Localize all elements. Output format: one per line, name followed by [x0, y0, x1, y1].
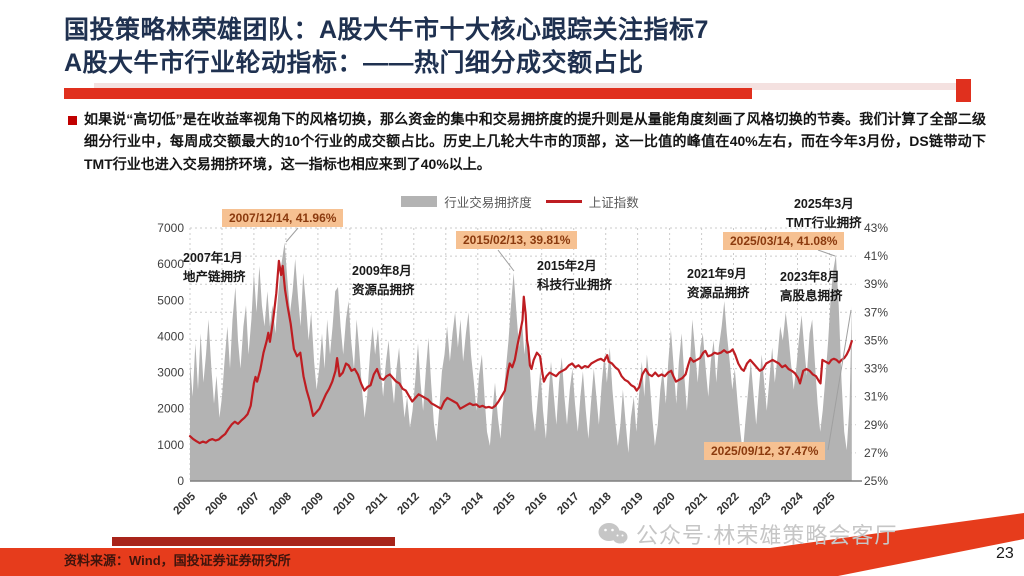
chart-canvas: 7000 6000 5000 4000 3000 2000 1000 0 43% 41% 39% 37… — [157, 221, 888, 517]
legend-item-sse: 上证指数 — [545, 192, 639, 211]
legend-area-swatch-icon — [401, 196, 438, 207]
title-underline-red — [64, 88, 752, 99]
svg-text:27%: 27% — [864, 446, 888, 460]
legend-item-crowding: 行业交易拥挤度 — [401, 192, 532, 211]
slide-title-line1: 国投策略林荣雄团队：A股大牛市十大核心跟踪关注指标7 — [64, 16, 709, 44]
svg-text:5000: 5000 — [157, 293, 184, 307]
watermark-text: 公众号·林荣雄策略会客厅 — [636, 523, 898, 548]
wechat-icon — [598, 522, 628, 543]
chart-annotation-1: 2009年8月 资源品拥挤 — [352, 264, 415, 298]
title-underline-end-cap — [956, 79, 971, 102]
chart-annotation-0: 2007年1月 地产链拥挤 — [183, 251, 246, 285]
svg-text:31%: 31% — [864, 390, 888, 404]
svg-text:2000: 2000 — [157, 402, 184, 416]
chart-annotation-5: 2025年3月 TMT行业拥挤 — [786, 197, 862, 231]
y-right-ticks: 43% 41% 39% 37% 35% 33% 31% 29% 27% 25% — [864, 221, 888, 488]
bullet-paragraph: 如果说“高切低”是在收益率视角下的风格切换，那么资金的集中和交易拥挤度的提升则是… — [84, 111, 986, 172]
svg-text:33%: 33% — [864, 362, 888, 376]
slide-title: 国投策略林荣雄团队：A股大牛市十大核心跟踪关注指标7 A股大牛市行业轮动指标：—… — [64, 14, 984, 79]
svg-text:25%: 25% — [864, 474, 888, 488]
chart-annotation-3: 2021年9月 资源品拥挤 — [687, 267, 750, 301]
svg-text:37%: 37% — [864, 305, 888, 319]
watermark: 公众号·林荣雄策略会客厅 — [598, 518, 897, 550]
bullet-square-icon — [68, 116, 77, 125]
chart-legend: 行业交易拥挤度 上证指数 — [150, 192, 890, 211]
svg-text:39%: 39% — [864, 277, 888, 291]
svg-text:43%: 43% — [864, 221, 888, 235]
legend-line-swatch-icon — [545, 200, 582, 203]
slide-title-line2: A股大牛市行业轮动指标：——热门细分成交额占比 — [64, 48, 644, 77]
svg-text:35%: 35% — [864, 333, 888, 347]
chart-callout-1: 2015/02/13, 39.81% — [456, 231, 578, 249]
crowding-chart: 7000 6000 5000 4000 3000 2000 1000 0 43% 41% 39% 37… — [150, 190, 1014, 535]
chart-annotation-4: 2023年8月 高股息拥挤 — [780, 270, 843, 304]
footer-red-swoosh — [0, 513, 1024, 576]
svg-text:3000: 3000 — [157, 366, 184, 380]
footer-dark-stripe — [112, 537, 395, 546]
svg-text:7000: 7000 — [157, 221, 184, 235]
callout-leader-lines — [285, 227, 852, 451]
chart-callout-3: 2025/09/12, 37.47% — [704, 442, 826, 460]
crowding-area — [190, 242, 852, 481]
y-left-ticks: 7000 6000 5000 4000 3000 2000 1000 0 — [157, 221, 184, 488]
sse-line — [188, 259, 853, 445]
chart-annotation-2: 2015年2月 科技行业拥挤 — [537, 259, 613, 293]
legend-sse-label: 上证指数 — [588, 196, 639, 210]
svg-text:29%: 29% — [864, 418, 888, 432]
legend-crowding-label: 行业交易拥挤度 — [444, 196, 532, 210]
source-note: 资料来源：Wind，国投证券证券研究所 — [64, 553, 291, 568]
svg-text:1000: 1000 — [157, 438, 184, 452]
title-underline-pale — [94, 83, 958, 90]
page-number: 23 — [996, 545, 1014, 562]
svg-text:0: 0 — [177, 474, 184, 488]
svg-text:4000: 4000 — [157, 329, 184, 343]
chart-callout-0: 2007/12/14, 41.96% — [222, 209, 344, 227]
svg-text:41%: 41% — [864, 249, 888, 263]
chart-callout-2: 2025/03/14, 41.08% — [723, 232, 845, 250]
svg-text:6000: 6000 — [157, 257, 184, 271]
footer-banner — [0, 513, 1024, 576]
